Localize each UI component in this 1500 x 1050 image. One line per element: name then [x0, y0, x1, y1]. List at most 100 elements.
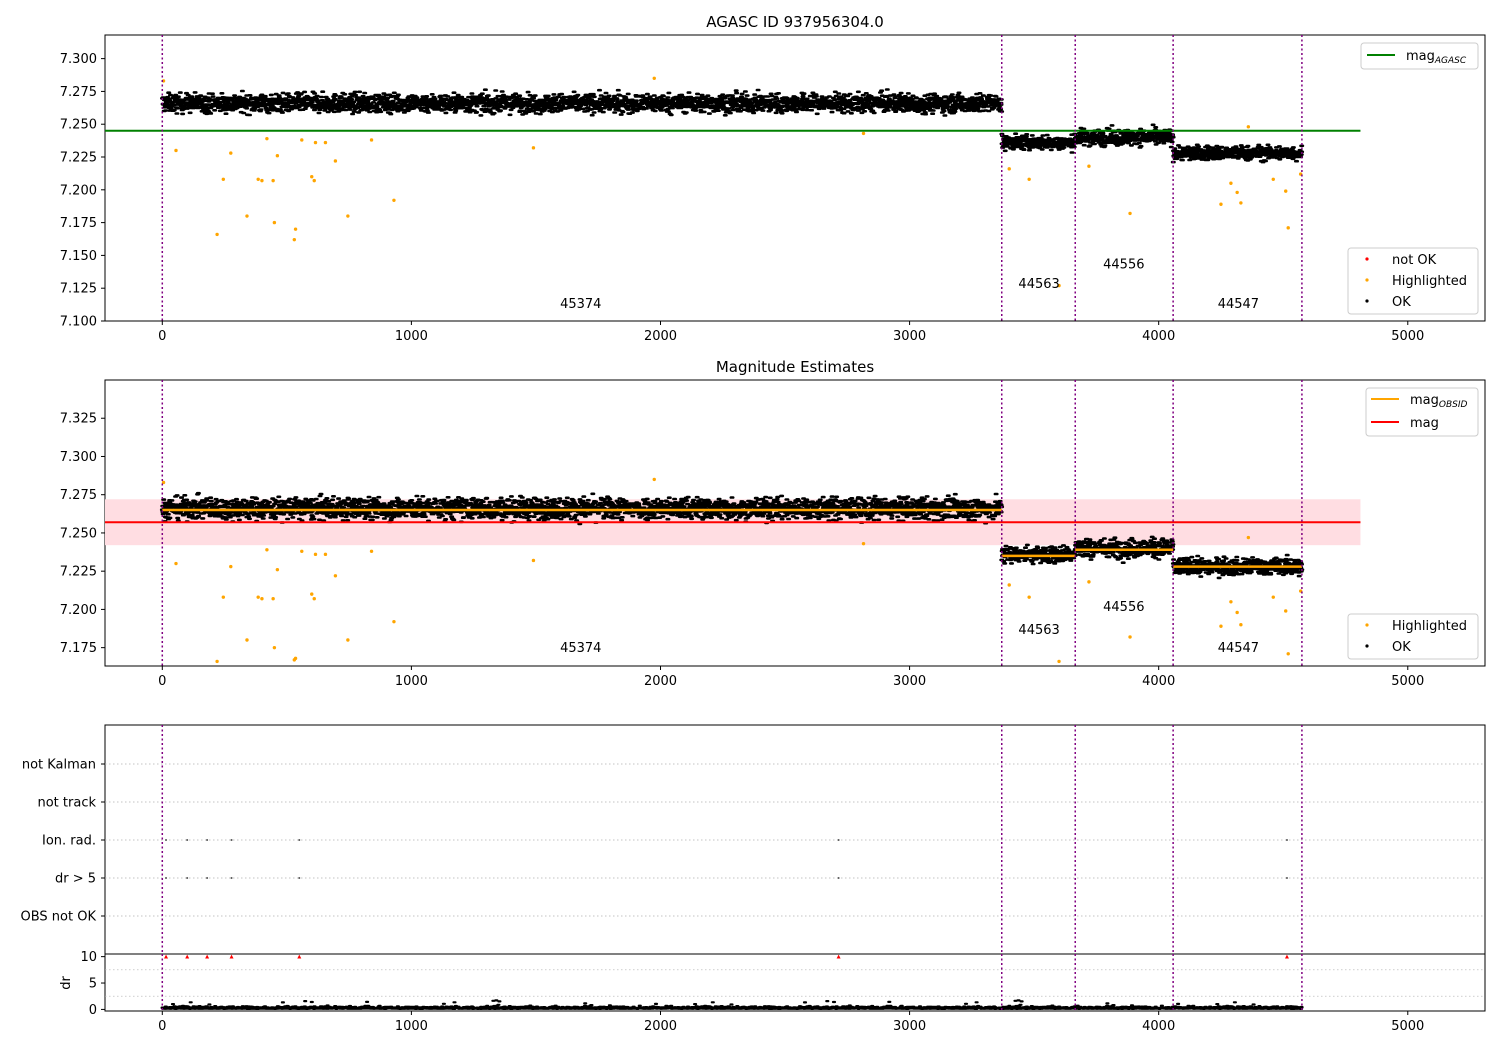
- y-tick-label: 7.125: [60, 282, 97, 297]
- legend-marker: [1365, 644, 1369, 648]
- highlighted-point: [272, 645, 277, 650]
- flag-point: [1285, 877, 1288, 879]
- x-tick-label: 3000: [893, 674, 926, 689]
- highlighted-point: [265, 136, 269, 141]
- axis-ticks: 0 1000 2000 3000 4000 5000 7.175 7.200 7.225 7.25…: [60, 412, 1425, 689]
- obsid-boundaries: [161, 35, 1303, 321]
- highlighted-point: [229, 564, 233, 569]
- flag-row-label: dr > 5: [55, 872, 96, 887]
- highlighted-point: [1235, 610, 1239, 615]
- highlighted-point: [260, 597, 264, 601]
- highlighted-point: [245, 214, 249, 218]
- plot-frame: [104, 953, 1486, 1012]
- x-tick-label: 0: [158, 1019, 166, 1034]
- highlighted-point: [1128, 635, 1132, 639]
- x-tick-label: 2000: [644, 674, 677, 689]
- axis-ticks: 0 1000 2000 3000 4000 5000 7.100 7.125 7.150 7.17…: [60, 52, 1425, 344]
- flag-point: [298, 877, 301, 879]
- legend-label: Highlighted: [1392, 619, 1467, 634]
- highlighted-point: [1229, 181, 1233, 185]
- flag-points: [165, 839, 1288, 879]
- legend-label: not OK: [1392, 253, 1437, 268]
- obsid-label: 45374: [560, 641, 601, 656]
- highlighted-point: [861, 131, 866, 136]
- highlighted-point: [333, 159, 338, 163]
- dr-outlier-marker: [297, 954, 302, 959]
- dr-outlier-marker: [185, 954, 190, 959]
- obsid-label: 44563: [1018, 277, 1059, 292]
- obsid-label: 44547: [1218, 297, 1259, 312]
- flag-point: [165, 877, 168, 879]
- highlighted-point: [272, 220, 277, 225]
- highlighted-point: [1219, 624, 1223, 628]
- highlighted-point: [1246, 535, 1251, 540]
- dr-outlier-marker: [205, 954, 210, 959]
- highlighted-point: [369, 138, 374, 142]
- ok-marks: [160, 88, 1305, 164]
- obsid-boundaries: [161, 725, 1303, 954]
- y-tick-label: 7.250: [60, 526, 97, 541]
- highlighted-point: [652, 76, 656, 80]
- highlighted-point: [310, 592, 314, 596]
- flag-point: [206, 877, 209, 879]
- highlighted-point: [346, 214, 350, 218]
- y-tick-label: 7.300: [60, 52, 97, 67]
- x-tick-label: 4000: [1142, 329, 1175, 344]
- agasc-panel: AGASC ID 937956304.0 0 1000 2000 3000 4000 50…: [60, 13, 1486, 344]
- y-tick-label: 7.175: [60, 641, 97, 656]
- highlighted-point: [275, 153, 280, 158]
- obsid-label: 44563: [1018, 623, 1059, 638]
- legend-marker: [1365, 257, 1369, 261]
- highlighted-point: [229, 151, 233, 155]
- flag-rows: not Kalman not track Ion. rad. dr > 5 OBS no…: [21, 758, 1485, 925]
- highlighted-point: [1246, 125, 1251, 129]
- highlighted-point: [1057, 283, 1061, 288]
- highlighted-point: [161, 480, 166, 485]
- plot-frame: [104, 724, 1486, 955]
- y-tick-label: 10: [80, 950, 97, 965]
- highlighted-point: [1271, 177, 1275, 182]
- obsid-label: 44556: [1103, 600, 1144, 615]
- highlighted-point: [1007, 167, 1011, 171]
- legend-label: magAGASC: [1406, 49, 1467, 66]
- highlighted-point: [245, 638, 249, 642]
- highlighted-point: [1239, 201, 1243, 205]
- highlighted-point: [392, 619, 396, 624]
- legend-marker: [1365, 299, 1369, 303]
- x-tick-label: 1000: [395, 1019, 428, 1034]
- flag-point: [230, 839, 233, 841]
- legend-marker: [1365, 623, 1369, 627]
- legend-status: not OK Highlighted OK: [1347, 247, 1479, 315]
- highlighted-point: [300, 138, 304, 142]
- x-tick-label: 5000: [1391, 329, 1424, 344]
- legend-status: Highlighted OK: [1347, 613, 1479, 660]
- highlighted-point: [1286, 652, 1290, 656]
- flag-row-label: not track: [37, 796, 96, 811]
- highlighted-point: [1284, 189, 1288, 193]
- highlighted-point: [174, 561, 178, 566]
- highlighted-point: [271, 597, 275, 601]
- flag-point: [165, 839, 168, 841]
- x-tick-label: 1000: [395, 329, 428, 344]
- flag-point: [837, 877, 840, 879]
- y-tick-label: 7.200: [60, 603, 97, 618]
- legend-label: magOBSID: [1410, 393, 1468, 410]
- obsid-label: 44556: [1103, 258, 1144, 273]
- highlighted-point: [1235, 190, 1239, 195]
- y-tick-label: 7.275: [60, 488, 97, 503]
- x-tick-label: 4000: [1142, 674, 1175, 689]
- flag-point: [837, 839, 840, 841]
- flag-point: [1285, 839, 1288, 841]
- dr-outlier-marker: [164, 954, 169, 959]
- dr-marks: [160, 999, 1304, 1010]
- highlighted-point: [1239, 623, 1243, 627]
- y-tick-label: 7.225: [60, 565, 97, 580]
- axis-ticks: 0 1000 2000 3000 4000 5000 0 5 10: [80, 950, 1424, 1034]
- x-tick-label: 4000: [1142, 1019, 1175, 1034]
- y-tick-label: 7.200: [60, 183, 97, 198]
- x-tick-label: 5000: [1391, 674, 1424, 689]
- highlighted-point: [369, 549, 374, 553]
- x-tick-label: 5000: [1391, 1019, 1424, 1034]
- obsid-labels: 45374 44563 44556 44547: [560, 600, 1259, 656]
